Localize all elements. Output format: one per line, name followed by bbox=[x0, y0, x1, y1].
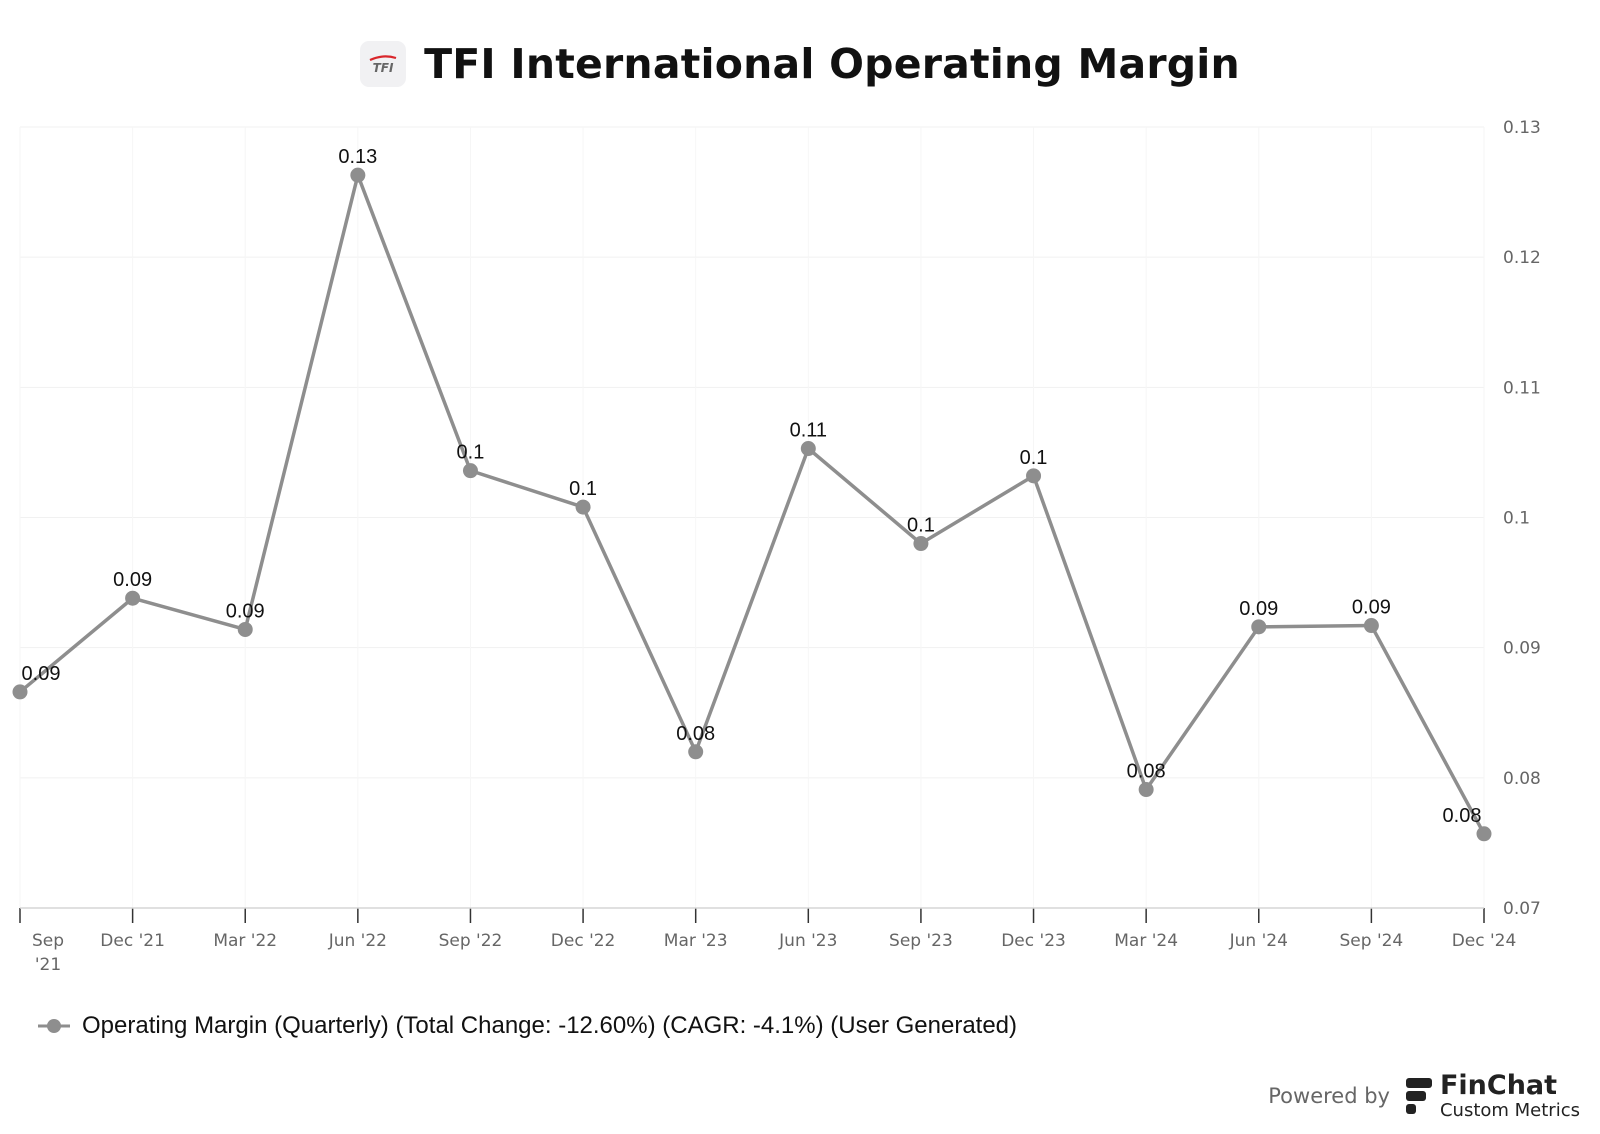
tfi-logo-icon: TFI bbox=[369, 55, 397, 75]
data-label: 0.09 bbox=[1239, 598, 1278, 620]
x-tick-label: Dec '22 bbox=[551, 931, 616, 951]
x-tick-label: '21 bbox=[35, 955, 61, 975]
data-label: 0.08 bbox=[1127, 761, 1166, 783]
y-tick-label: 0.07 bbox=[1503, 899, 1541, 919]
data-label: 0.11 bbox=[790, 420, 827, 442]
svg-text:TFI: TFI bbox=[373, 61, 394, 75]
data-point bbox=[1026, 468, 1042, 484]
y-tick-label: 0.09 bbox=[1503, 639, 1541, 659]
line-chart: 0.07 0.08 0.09 0.1 0.11 0.12 0.13 Sep '21 Dec '2… bbox=[12, 118, 1541, 975]
data-point bbox=[575, 499, 591, 515]
powered-by-footer: Powered by FinChat Custom Metrics bbox=[1268, 1072, 1580, 1120]
data-label: 0.1 bbox=[1020, 447, 1048, 469]
data-label: 0.09 bbox=[226, 600, 265, 622]
x-tick-label: Mar '24 bbox=[1114, 931, 1178, 951]
x-tick-label: Dec '21 bbox=[100, 931, 165, 951]
data-point bbox=[12, 684, 28, 700]
finchat-brand: FinChat Custom Metrics bbox=[1404, 1072, 1580, 1120]
data-labels: 0.09 0.09 0.09 0.13 0.1 0.1 0.08 0.11 0.1 0.1 0.08… bbox=[22, 146, 1482, 827]
chart-title: TFI International Operating Margin bbox=[424, 40, 1240, 88]
data-label: 0.09 bbox=[1352, 597, 1391, 619]
data-point bbox=[1138, 782, 1154, 798]
y-tick-label: 0.12 bbox=[1503, 248, 1541, 268]
data-label: 0.1 bbox=[457, 442, 485, 464]
x-axis bbox=[19, 907, 1485, 923]
x-tick-label: Sep '22 bbox=[439, 931, 503, 951]
x-tick-label: Dec '24 bbox=[1452, 931, 1517, 951]
x-tick-label: Sep '24 bbox=[1340, 931, 1404, 951]
brand-subtitle: Custom Metrics bbox=[1439, 1100, 1580, 1121]
x-tick-label: Dec '23 bbox=[1001, 931, 1066, 951]
data-point bbox=[688, 744, 704, 760]
data-point bbox=[1476, 826, 1492, 842]
data-label: 0.08 bbox=[1443, 805, 1482, 827]
data-point bbox=[462, 463, 478, 479]
data-label: 0.13 bbox=[338, 146, 377, 168]
series-line bbox=[18, 173, 1486, 835]
legend-marker-icon bbox=[38, 1019, 70, 1033]
x-tick-label: Jun '24 bbox=[1229, 931, 1288, 951]
chart-header: TFI TFI International Operating Margin bbox=[0, 34, 1600, 94]
y-tick-label: 0.08 bbox=[1503, 769, 1541, 789]
x-tick-label: Jun '23 bbox=[778, 931, 837, 951]
data-label: 0.08 bbox=[676, 723, 715, 745]
data-point bbox=[125, 590, 141, 606]
series-operating-margin bbox=[12, 167, 1492, 842]
chart-legend[interactable]: Operating Margin (Quarterly) (Total Chan… bbox=[36, 1012, 1017, 1040]
grid-lines bbox=[19, 126, 1485, 908]
x-tick-label: Mar '23 bbox=[664, 931, 728, 951]
powered-by-text: Powered by bbox=[1268, 1084, 1390, 1108]
data-label: 0.09 bbox=[113, 569, 152, 591]
y-tick-label: 0.11 bbox=[1503, 378, 1541, 398]
tfi-logo: TFI bbox=[360, 41, 407, 87]
y-tick-label: 0.13 bbox=[1503, 118, 1541, 138]
y-tick-label: 0.1 bbox=[1503, 509, 1530, 529]
x-tick-label: Sep '23 bbox=[889, 931, 953, 951]
x-tick-label: Sep bbox=[32, 931, 64, 951]
x-axis-labels: Sep '21 Dec '21 Mar '22 Jun '22 Sep '22 Dec '2… bbox=[32, 931, 1516, 975]
data-label: 0.1 bbox=[907, 515, 935, 537]
data-point bbox=[913, 536, 929, 552]
data-point bbox=[1251, 619, 1267, 635]
data-point bbox=[350, 167, 366, 183]
legend-label: Operating Margin (Quarterly) (Total Chan… bbox=[82, 1012, 1018, 1039]
data-label: 0.1 bbox=[569, 478, 597, 500]
finchat-logo-icon bbox=[1405, 1078, 1432, 1114]
x-tick-label: Mar '22 bbox=[213, 931, 277, 951]
brand-name: FinChat bbox=[1439, 1070, 1558, 1101]
data-point bbox=[800, 441, 816, 457]
data-label: 0.09 bbox=[22, 663, 61, 685]
data-point bbox=[1363, 618, 1379, 634]
y-axis: 0.07 0.08 0.09 0.1 0.11 0.12 0.13 bbox=[1503, 118, 1541, 919]
data-point bbox=[237, 621, 253, 637]
x-tick-label: Jun '22 bbox=[328, 931, 387, 951]
